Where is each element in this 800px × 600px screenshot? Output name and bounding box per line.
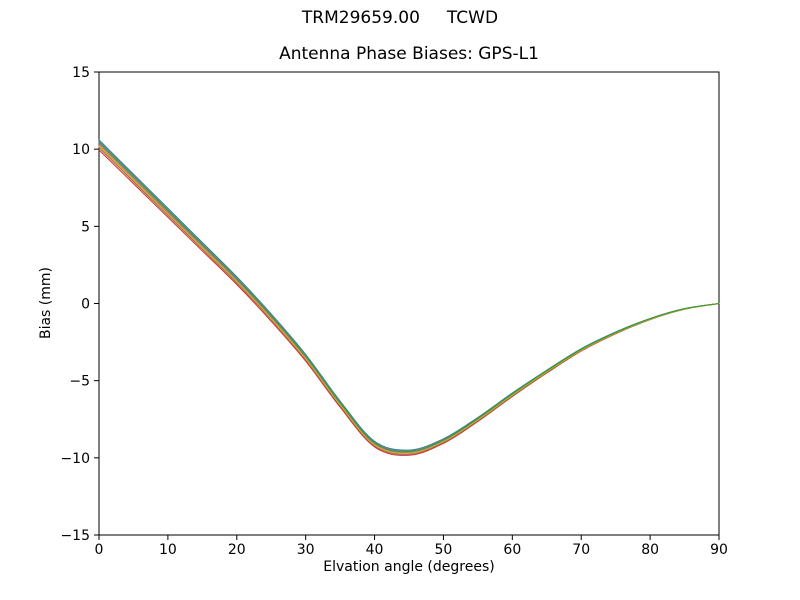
x-tick-label: 0 [95,542,104,558]
y-tick-label: −5 [69,374,90,390]
x-tick-label: 70 [572,542,590,558]
y-tick-label: 15 [72,65,90,81]
x-tick-label: 60 [503,542,521,558]
x-tick-label: 40 [366,542,384,558]
y-tick-label: −10 [60,451,90,467]
x-tick-label: 50 [435,542,453,558]
x-tick-label: 90 [710,542,728,558]
y-tick-label: 0 [81,297,90,313]
x-tick-label: 10 [159,542,177,558]
y-tick-label: 10 [72,142,90,158]
x-axis-label: Elvation angle (degrees) [323,559,495,575]
y-axis-label: Bias (mm) [38,266,54,340]
plot-line-line-7 [98,145,720,455]
x-tick-label: 20 [228,542,246,558]
x-tick-label: 80 [641,542,659,558]
y-tick-label: 5 [81,219,90,235]
y-tick-label: −15 [60,528,90,544]
plot-frame [98,71,720,536]
axes-title: Antenna Phase Biases: GPS-L1 [279,44,539,64]
x-tick-label: 30 [297,542,315,558]
figure-suptitle: TRM29659.00 TCWD [301,8,499,28]
plot-line-line-8 [98,141,720,453]
